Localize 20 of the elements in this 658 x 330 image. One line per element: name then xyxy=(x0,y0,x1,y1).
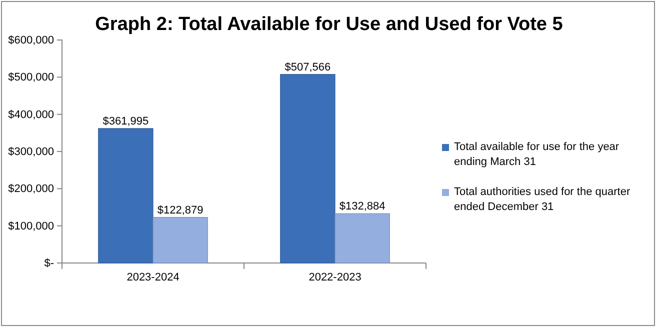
bar xyxy=(98,128,154,264)
chart-title: Graph 2: Total Available for Use and Used for Vote 5 xyxy=(95,14,564,35)
data-label: $122,879 xyxy=(157,204,204,216)
y-tick-label: $600,000 xyxy=(8,34,54,47)
bar xyxy=(334,213,390,264)
x-tick-label: 2022-2023 xyxy=(308,271,362,284)
data-label: $361,995 xyxy=(102,115,149,128)
legend-label: Total authorities used for the quarter ended December 31 xyxy=(454,186,630,213)
y-tick-label: $400,000 xyxy=(8,108,54,121)
data-label: $507,566 xyxy=(284,61,331,74)
x-tick-label: 2023-2024 xyxy=(126,271,180,284)
legend-label: Total available for use for the year ending March 31 xyxy=(454,141,620,168)
y-tick-label: $300,000 xyxy=(8,146,54,158)
bar xyxy=(280,74,336,264)
y-tick-label: $200,000 xyxy=(8,183,54,196)
y-tick-label: $500,000 xyxy=(8,72,54,84)
bar xyxy=(152,217,208,264)
data-label: $132,884 xyxy=(339,200,386,213)
y-tick-label: $100,000 xyxy=(8,220,54,232)
y-tick-label: $- xyxy=(44,258,54,270)
